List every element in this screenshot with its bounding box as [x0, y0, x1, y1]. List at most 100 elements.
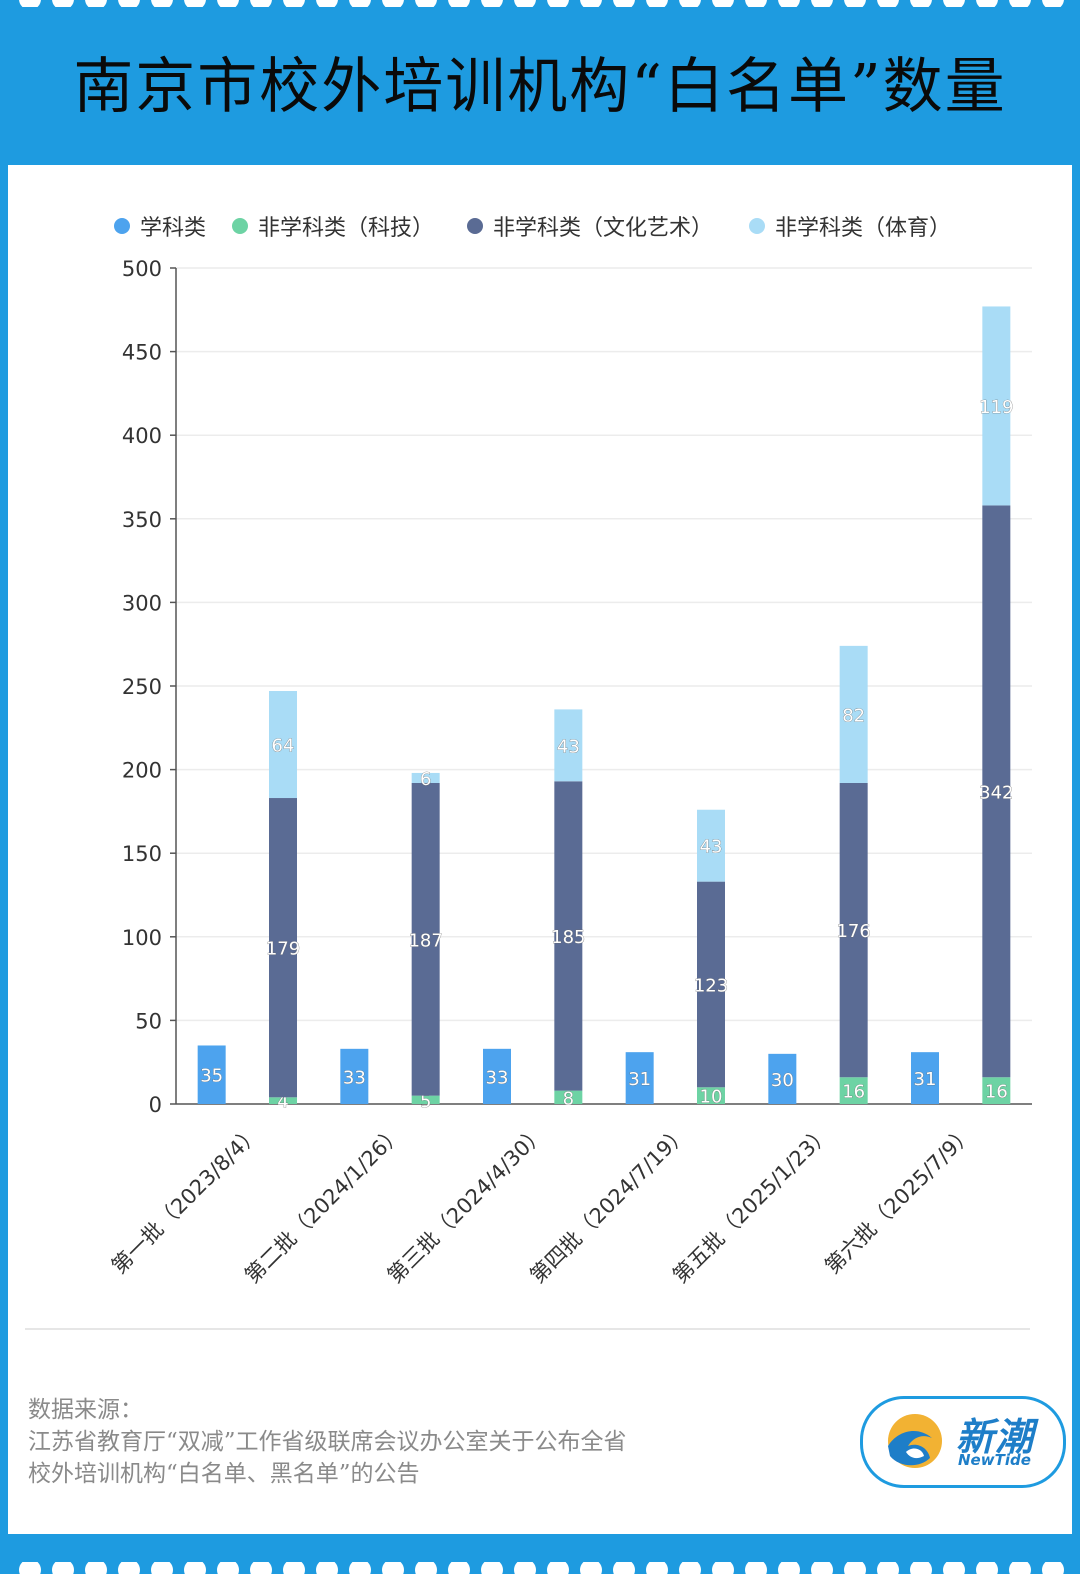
logo-subtext: NewTide — [958, 1451, 1031, 1469]
perforation-dot — [745, 0, 767, 7]
y-tick-label: 150 — [122, 842, 162, 866]
bar-segment — [411, 782, 440, 1096]
perforation-dot — [514, 0, 536, 7]
perforation-dot — [613, 0, 635, 7]
x-category-label: 第五批（2025/1/23） — [668, 1121, 835, 1288]
bar-value-label: 16 — [842, 1082, 865, 1103]
bar-academic — [483, 1048, 511, 1104]
perforation-dot — [646, 0, 668, 7]
y-tick-label: 400 — [122, 424, 162, 448]
perforation-dot — [745, 1562, 767, 1578]
bar-segment — [839, 1077, 868, 1104]
bar-segment — [982, 505, 1011, 1078]
bar-value-label: 33 — [486, 1067, 509, 1088]
bar-academic — [625, 1052, 654, 1104]
perforation-dot — [184, 1562, 206, 1578]
perforation-dot — [778, 1562, 800, 1578]
bar-value-label: 119 — [979, 397, 1013, 418]
bar-value-label: 5 — [420, 1091, 431, 1112]
perforation-dot — [52, 1562, 74, 1578]
bar-segment — [269, 798, 297, 1098]
perforation-dot — [976, 0, 998, 7]
perforation-dot — [712, 0, 734, 7]
perforation-dot — [217, 1562, 239, 1578]
perforation-dot — [52, 0, 74, 7]
y-tick-label: 450 — [122, 341, 162, 365]
y-tick-label: 500 — [122, 257, 162, 281]
perforation-dot — [382, 1562, 404, 1578]
perforation-dot — [844, 1562, 866, 1578]
perforation-top — [0, 0, 1080, 7]
bar-segment — [269, 691, 297, 799]
bar-value-label: 64 — [272, 736, 295, 757]
perforation-dot — [613, 1562, 635, 1578]
header-band — [0, 0, 1080, 165]
perforation-dot — [118, 1562, 140, 1578]
bar-value-label: 179 — [266, 939, 300, 960]
perforation-dot — [151, 0, 173, 7]
perforation-dot — [415, 0, 437, 7]
y-tick-label: 250 — [122, 675, 162, 699]
perforation-dot — [811, 1562, 833, 1578]
bar-segment — [554, 781, 583, 1091]
perforation-dot — [679, 1562, 701, 1578]
perforation-dot — [382, 0, 404, 7]
bar-value-label: 31 — [914, 1069, 937, 1090]
legend-marker — [114, 218, 130, 234]
bar-academic — [768, 1053, 797, 1104]
perforation-dot — [19, 1562, 41, 1578]
perforation-dot — [283, 1562, 305, 1578]
bar-value-label: 43 — [557, 736, 580, 757]
bar-academic — [911, 1052, 939, 1104]
stacked-bar-chart: 学科类 非学科类（科技） 非学科类（文化艺术） 非学科类（体育） 0 50 100 150 20… — [107, 216, 1032, 1288]
bar-value-label: 30 — [771, 1070, 794, 1091]
bar-segment — [697, 881, 725, 1088]
perforation-dot — [184, 0, 206, 7]
bar-segment — [982, 306, 1011, 506]
perforation-dot — [250, 1562, 272, 1578]
x-category-label: 第一批（2023/8/4） — [107, 1121, 265, 1279]
x-category-label: 第三批（2024/4/30） — [383, 1121, 550, 1288]
perforation-dot — [85, 1562, 107, 1578]
legend-marker — [467, 218, 483, 234]
perforation-dot — [943, 0, 965, 7]
perforation-dot — [514, 1562, 536, 1578]
y-tick-label: 50 — [135, 1009, 162, 1033]
bar-value-label: 31 — [628, 1069, 651, 1090]
bar-value-label: 342 — [979, 782, 1013, 803]
source-line-1: 江苏省教育厅“双减”工作省级联席会议办公室关于公布全省 — [28, 1429, 627, 1455]
bar-segment — [697, 809, 725, 882]
perforation-dot — [349, 0, 371, 7]
perforation-dot — [448, 1562, 470, 1578]
wave-logo-icon — [888, 1414, 942, 1468]
bar-segment — [697, 1087, 725, 1104]
perforation-dot — [646, 1562, 668, 1578]
perforation-dot — [1042, 1562, 1064, 1578]
bar-value-label: 33 — [343, 1067, 366, 1088]
bar-segment — [839, 645, 868, 783]
perforation-dot — [877, 0, 899, 7]
perforation-dot — [1009, 0, 1031, 7]
perforation-dot — [811, 0, 833, 7]
perforation-dot — [547, 0, 569, 7]
bar-value-label: 43 — [700, 837, 723, 858]
bar-value-label: 176 — [836, 921, 870, 942]
bar-segment — [554, 1090, 583, 1104]
divider — [25, 1328, 1030, 1330]
perforation-dot — [250, 0, 272, 7]
perforation-dot — [1042, 0, 1064, 7]
x-category-label: 第六批（2025/7/9） — [820, 1121, 978, 1279]
y-tick-label: 0 — [149, 1093, 162, 1117]
perforation-dot — [1009, 1562, 1031, 1578]
perforation-dot — [844, 0, 866, 7]
y-tick-label: 350 — [122, 508, 162, 532]
perforation-dot — [778, 0, 800, 7]
perforation-dot — [316, 1562, 338, 1578]
perforation-dot — [481, 0, 503, 7]
perforation-dot — [118, 0, 140, 7]
chart-area: 学科类 非学科类（科技） 非学科类（文化艺术） 非学科类（体育） 0 50 100 150 20… — [0, 165, 1080, 1329]
y-tick-label: 300 — [122, 591, 162, 615]
bar-value-label: 123 — [694, 975, 728, 996]
bar-segment — [839, 782, 868, 1078]
bar-value-label: 8 — [563, 1088, 574, 1109]
